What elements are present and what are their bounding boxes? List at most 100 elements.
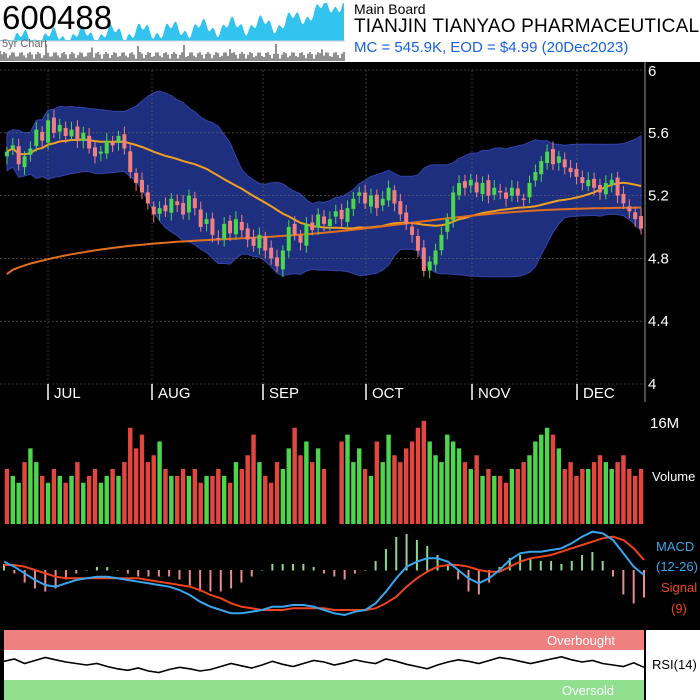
price-tick-label: 6	[648, 63, 656, 80]
macd-histogram-bar	[570, 561, 573, 571]
volume-bar	[122, 462, 127, 524]
price-tick-label: 5.6	[648, 125, 669, 142]
candle-body	[433, 250, 438, 265]
candle-body	[368, 195, 373, 207]
macd-histogram-bar	[44, 570, 47, 592]
five-year-sparkline[interactable]	[0, 0, 345, 62]
macd-histogram-bar	[230, 570, 233, 589]
macd-histogram-bar	[13, 570, 16, 574]
candle-body	[504, 192, 509, 199]
volume-bar	[345, 434, 350, 524]
volume-bar	[521, 462, 526, 524]
candle-body	[245, 228, 250, 240]
volume-bar	[603, 462, 609, 524]
volume-bar	[216, 469, 221, 524]
volume-bar	[198, 482, 203, 524]
volume-bar	[591, 462, 597, 524]
macd-histogram-bar	[85, 570, 88, 571]
volume-bar	[433, 455, 438, 524]
volume-bar	[286, 448, 291, 524]
candle-body	[339, 209, 344, 220]
macd-histogram-bar	[292, 564, 295, 571]
macd-histogram-bar	[250, 570, 253, 577]
macd-histogram-bar	[457, 570, 460, 580]
macd-histogram-bar	[581, 555, 584, 571]
volume-bar	[462, 462, 468, 524]
volume-bar	[22, 462, 27, 524]
candle-body	[621, 193, 626, 204]
candle-body	[527, 183, 532, 198]
macd-histogram-bar	[188, 570, 191, 586]
volume-bar	[145, 462, 151, 524]
candle-body	[216, 237, 221, 240]
volume-bar	[186, 475, 192, 524]
macd-line	[3, 530, 645, 617]
macd-histogram-bar	[116, 570, 119, 571]
macd-histogram-bar	[632, 570, 635, 604]
candle-body	[474, 182, 479, 193]
candle-body	[586, 179, 591, 187]
macd-histogram-bar	[261, 570, 264, 571]
macd-histogram-bar	[147, 570, 150, 577]
volume-bar	[627, 469, 632, 524]
candle-body	[228, 220, 233, 234]
volume-bar	[34, 462, 39, 524]
rsi-neutral-zone	[4, 650, 644, 680]
sparkline-area	[0, 3, 344, 41]
candle-body	[545, 151, 550, 164]
candle-body	[421, 247, 426, 271]
volume-bar	[380, 462, 385, 524]
volume-bar	[368, 475, 374, 524]
candle-body	[492, 187, 497, 195]
volume-bar	[398, 462, 403, 524]
volume-bar	[374, 441, 380, 524]
macd-histogram-bar	[333, 570, 336, 577]
candle-body	[374, 194, 379, 209]
macd-histogram-bar	[64, 570, 67, 580]
volume-bar	[128, 427, 133, 524]
volume-bar	[315, 448, 321, 524]
market-cap-eod: MC = 545.9K, EOD = $4.99 (20Dec2023)	[354, 39, 629, 56]
volume-bar	[45, 482, 51, 524]
month-label: JUL	[54, 385, 81, 402]
macd-histogram-bar	[591, 552, 594, 571]
macd-legend-label: Signal	[661, 580, 697, 595]
candle-body	[10, 145, 15, 149]
volume-bar	[98, 482, 104, 524]
volume-bar	[57, 475, 62, 524]
volume-bar	[51, 469, 57, 524]
candle-body	[28, 148, 33, 155]
volume-bar	[227, 482, 233, 524]
candle-body	[198, 209, 203, 227]
candle-body	[597, 184, 602, 193]
volume-bar	[632, 475, 638, 524]
candle-body	[22, 156, 27, 168]
candle-body	[175, 201, 180, 206]
macd-histogram-bar	[126, 570, 129, 574]
candle-body	[351, 198, 356, 209]
volume-bar	[204, 475, 209, 524]
candle-body	[556, 156, 561, 163]
candle-body	[468, 179, 473, 186]
volume-bar	[486, 469, 491, 524]
overbought-label: Overbought	[547, 633, 615, 648]
volume-bar	[421, 420, 427, 524]
candle-body	[251, 237, 256, 246]
macd-legend-label: MACD	[656, 539, 694, 554]
candle-body	[480, 183, 485, 195]
price-tick-label: 4.8	[648, 250, 669, 267]
macd-histogram-bar	[75, 570, 78, 574]
candle-body	[410, 226, 415, 235]
macd-histogram-bar	[550, 561, 553, 571]
volume-bar	[468, 469, 473, 524]
volume-bar	[257, 462, 262, 524]
candle-body	[210, 218, 215, 235]
five-year-chart-link[interactable]: 5yr Chart	[2, 38, 48, 50]
month-label: NOV	[478, 385, 511, 402]
volume-bar	[75, 462, 80, 524]
volume-bar	[392, 455, 397, 524]
candle-body	[104, 140, 109, 154]
macd-histogram-bar	[508, 558, 511, 571]
volume-bar	[527, 455, 532, 524]
